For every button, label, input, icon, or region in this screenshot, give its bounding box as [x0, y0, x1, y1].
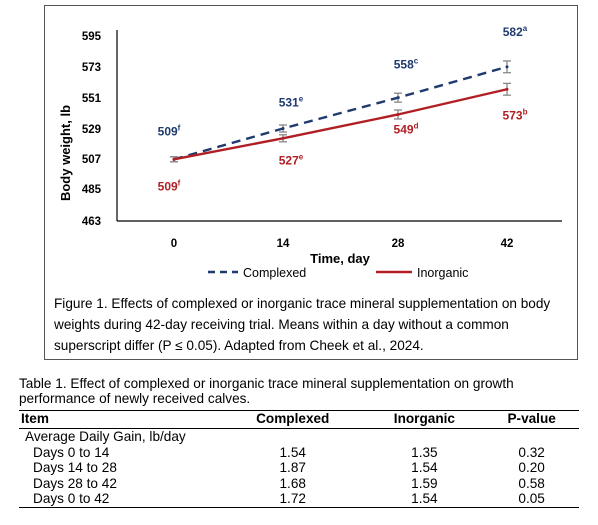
- cell-inorganic: 1.35: [411, 444, 438, 460]
- cell-complexed: 1.72: [279, 491, 306, 506]
- row-label: Days 0 to 42: [33, 491, 110, 506]
- table-title: Table 1. Effect of complexed or inorgani…: [19, 376, 514, 406]
- row-label: Days 0 to 14: [33, 444, 110, 460]
- data-label: 531e: [279, 95, 304, 110]
- x-tick-label: 28: [392, 238, 405, 250]
- table-row: Days 14 to 28 1.87 1.54 0.20: [19, 460, 579, 476]
- y-tick-label: 573: [82, 62, 101, 74]
- header-complexed: Complexed: [256, 411, 330, 426]
- x-tick-label: 0: [171, 238, 177, 250]
- data-label-superscript: f: [178, 178, 181, 187]
- y-tick-label: 529: [82, 124, 101, 136]
- data-label-superscript: f: [178, 123, 181, 132]
- chart-legend: Complexed Inorganic: [208, 266, 468, 280]
- y-tick-label: 463: [82, 216, 101, 228]
- cell-inorganic: 1.54: [411, 491, 438, 506]
- cell-p-value: 0.58: [518, 475, 545, 491]
- body-weight-chart: 595 573 551 529 507 485 463 0 14 28 42 509f 531e 558…: [58, 24, 562, 280]
- data-point: [281, 136, 285, 140]
- figure-frame: [44, 5, 578, 360]
- data-point: [396, 96, 400, 100]
- chart-data-labels: 509f 531e 558c 582a 509f 527e 549d 573b: [158, 24, 528, 193]
- legend-label-inorganic: Inorganic: [417, 266, 468, 280]
- cell-inorganic: 1.54: [411, 460, 438, 475]
- y-tick-label: 507: [82, 154, 101, 166]
- cell-complexed: 1.54: [279, 444, 306, 460]
- data-point: [396, 112, 400, 116]
- row-label: Days 28 to 42: [33, 475, 117, 491]
- data-point: [281, 127, 285, 130]
- table-row: Days 0 to 14 1.54 1.35 0.32: [19, 445, 579, 461]
- data-label-superscript: a: [523, 24, 528, 33]
- chart-series: [170, 60, 511, 163]
- table-row: Days 28 to 42 1.68 1.59 0.58: [19, 476, 579, 492]
- cell-p-value: 0.20: [518, 460, 545, 475]
- table-header-row: Item Complexed Inorganic P-value: [19, 410, 579, 429]
- cell-complexed: 1.68: [279, 475, 306, 491]
- series-line-complexed: [173, 65, 508, 161]
- cell-complexed: 1.87: [279, 460, 306, 475]
- data-label: 558c: [394, 57, 419, 72]
- x-tick-label: 14: [277, 238, 290, 250]
- series-line-inorganic: [173, 88, 508, 161]
- data-point: [505, 87, 509, 91]
- cell-inorganic: 1.59: [411, 475, 438, 491]
- x-axis-label: Time, day: [310, 251, 371, 266]
- growth-performance-table: Item Complexed Inorganic P-value Average…: [19, 410, 579, 508]
- y-tick-label: 551: [82, 93, 102, 105]
- data-label-superscript: c: [414, 57, 419, 66]
- header-item: Item: [21, 411, 49, 426]
- chart-axes: 595 573 551 529 507 485 463 0 14 28 42: [82, 30, 562, 250]
- x-tick-label: 42: [501, 238, 514, 250]
- data-label-superscript: e: [299, 95, 304, 104]
- data-point: [505, 65, 509, 69]
- data-point: [172, 157, 176, 161]
- table-row: Days 0 to 42 1.72 1.54 0.05: [19, 491, 579, 507]
- data-label-superscript: d: [414, 121, 419, 130]
- header-inorganic: Inorganic: [393, 411, 455, 426]
- data-label: 527e: [279, 152, 304, 167]
- group-label: Average Daily Gain, lb/day: [25, 429, 186, 444]
- data-label-superscript: e: [299, 152, 304, 161]
- data-label: 573b: [503, 107, 528, 122]
- data-label: 509f: [158, 178, 181, 193]
- cell-p-value: 0.32: [518, 444, 545, 460]
- figure-caption: Figure 1. Effects of complexed or inorga…: [54, 296, 551, 353]
- row-label: Days 14 to 28: [33, 460, 117, 475]
- data-label: 582a: [503, 24, 528, 39]
- y-axis-label: Body weight, lb: [58, 105, 73, 201]
- data-label: 509f: [158, 123, 181, 138]
- data-label-superscript: b: [523, 107, 528, 116]
- header-p-value: P-value: [507, 411, 556, 426]
- data-label: 549d: [394, 121, 419, 136]
- table-group-row: Average Daily Gain, lb/day: [19, 429, 579, 445]
- legend-label-complexed: Complexed: [243, 266, 306, 280]
- y-tick-label: 485: [82, 184, 102, 196]
- cell-p-value: 0.05: [518, 491, 545, 506]
- y-tick-label: 595: [82, 31, 102, 43]
